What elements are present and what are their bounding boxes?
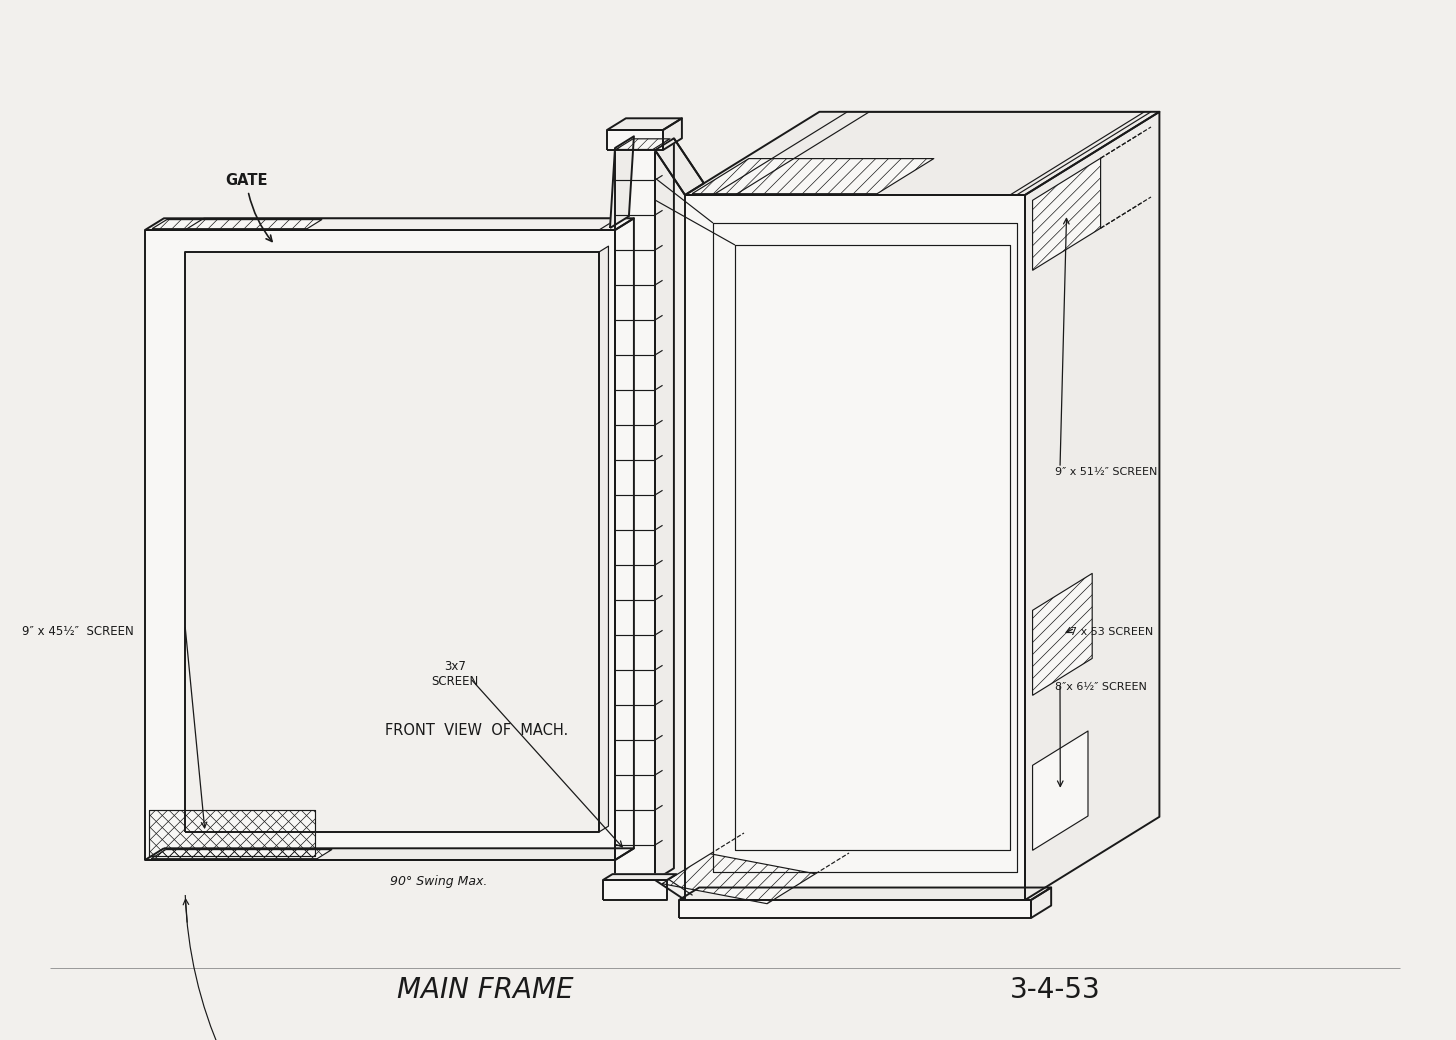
Polygon shape	[1032, 158, 1101, 270]
Text: 9″ x 51½″ SCREEN: 9″ x 51½″ SCREEN	[1056, 467, 1158, 477]
Polygon shape	[146, 230, 614, 860]
Polygon shape	[678, 887, 1051, 900]
Polygon shape	[655, 138, 703, 196]
Polygon shape	[146, 849, 633, 860]
Text: 8″x 6½″ SCREEN: 8″x 6½″ SCREEN	[1056, 682, 1147, 692]
Polygon shape	[1032, 573, 1092, 696]
Text: 3-4-53: 3-4-53	[1009, 976, 1101, 1004]
Polygon shape	[607, 119, 681, 130]
Polygon shape	[655, 138, 674, 880]
Text: 9″ x 45½″  SCREEN: 9″ x 45½″ SCREEN	[22, 625, 134, 638]
Text: 90° Swing Max.: 90° Swing Max.	[390, 875, 488, 888]
Polygon shape	[185, 218, 617, 230]
Polygon shape	[662, 854, 815, 904]
Polygon shape	[151, 850, 332, 859]
Polygon shape	[603, 880, 667, 900]
Text: 7 x 53 SCREEN: 7 x 53 SCREEN	[1070, 627, 1153, 636]
Polygon shape	[614, 138, 674, 150]
Polygon shape	[603, 875, 677, 880]
Text: FRONT  VIEW  OF  MACH.: FRONT VIEW OF MACH.	[384, 723, 568, 738]
Text: MAIN FRAME: MAIN FRAME	[396, 976, 574, 1004]
Polygon shape	[607, 130, 662, 150]
Polygon shape	[1032, 731, 1088, 851]
Polygon shape	[614, 150, 655, 880]
Polygon shape	[151, 219, 322, 229]
Polygon shape	[1025, 112, 1159, 900]
Polygon shape	[684, 112, 1159, 196]
Polygon shape	[684, 196, 1025, 900]
Text: GATE: GATE	[226, 173, 272, 241]
Polygon shape	[610, 136, 633, 228]
Polygon shape	[149, 810, 314, 856]
Polygon shape	[598, 246, 609, 832]
Polygon shape	[185, 252, 598, 832]
Polygon shape	[692, 159, 933, 193]
Polygon shape	[678, 900, 1031, 918]
Polygon shape	[614, 218, 633, 860]
Polygon shape	[1031, 887, 1051, 918]
Text: 3x7
SCREEN: 3x7 SCREEN	[431, 660, 479, 688]
Polygon shape	[616, 138, 670, 150]
Polygon shape	[662, 119, 681, 150]
Polygon shape	[146, 218, 633, 230]
